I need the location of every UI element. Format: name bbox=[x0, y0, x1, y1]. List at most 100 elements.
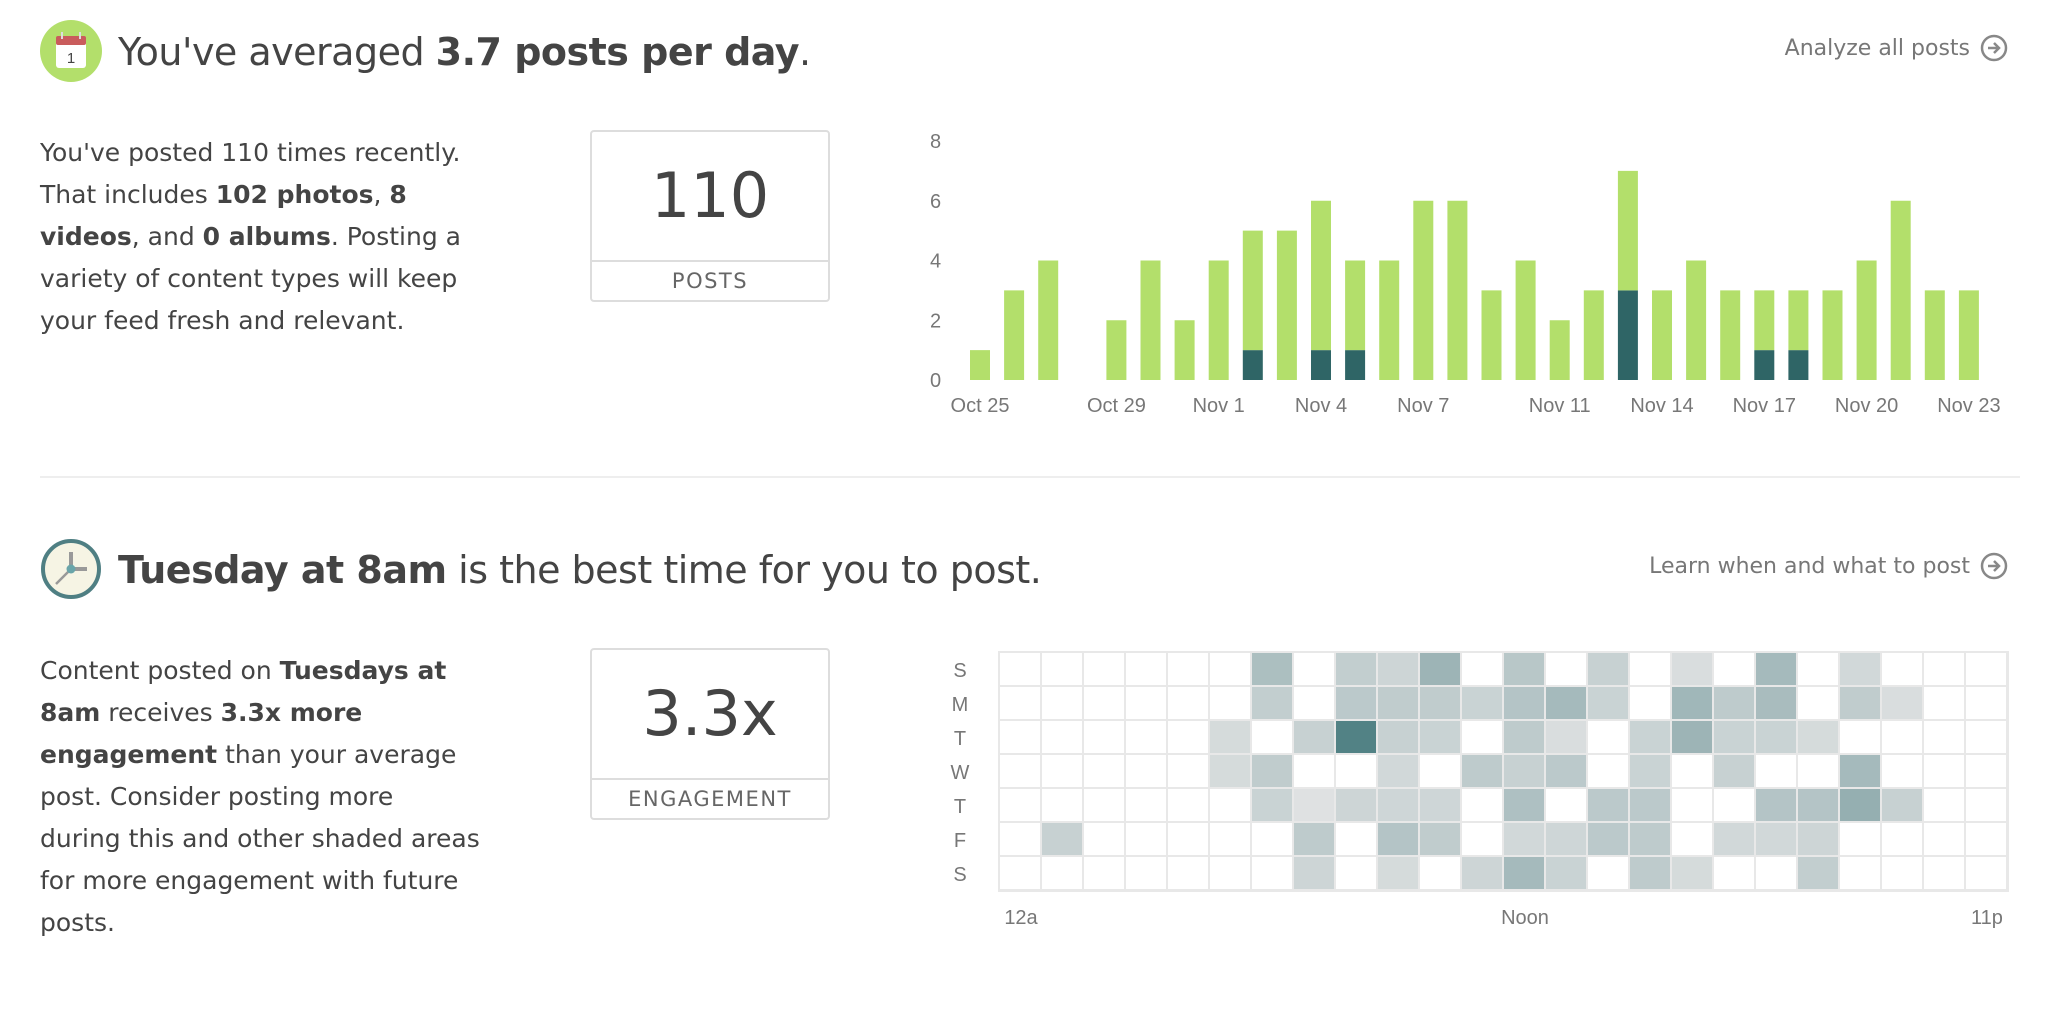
heatmap-cell bbox=[1168, 789, 1208, 821]
bar-photos bbox=[1447, 200, 1468, 380]
text-segment: , bbox=[373, 180, 390, 209]
heatmap-cell bbox=[1630, 721, 1670, 753]
heatmap-cell bbox=[1798, 857, 1838, 889]
heatmap-cell bbox=[1462, 823, 1502, 855]
day-label: T bbox=[954, 796, 966, 818]
heatmap-cell bbox=[1756, 755, 1796, 787]
heatmap-cell bbox=[1084, 823, 1124, 855]
heatmap-cell bbox=[1294, 823, 1334, 855]
heatmap-cell bbox=[1378, 789, 1418, 821]
heatmap-cell bbox=[1714, 755, 1754, 787]
text-segment: receives bbox=[100, 698, 221, 727]
hour-label: Noon bbox=[1501, 907, 1549, 929]
calendar-day: 1 bbox=[67, 50, 75, 67]
bar-photos bbox=[1617, 170, 1638, 291]
heatmap-cell bbox=[1420, 653, 1460, 685]
heatmap-cell bbox=[1336, 653, 1376, 685]
x-tick-label: Oct 25 bbox=[951, 395, 1010, 417]
heatmap-cell bbox=[1924, 789, 1964, 821]
heatmap-cell bbox=[1966, 721, 2006, 753]
heatmap-cell bbox=[1672, 687, 1712, 719]
heatmap-cell bbox=[1210, 789, 1250, 821]
heatmap-cell bbox=[1840, 687, 1880, 719]
heatmap-cell bbox=[1504, 823, 1544, 855]
heatmap-cell bbox=[1924, 755, 1964, 787]
heatmap-cell bbox=[1168, 823, 1208, 855]
heatmap-cell bbox=[1000, 755, 1040, 787]
heatmap-cell bbox=[1840, 755, 1880, 787]
emphasis-text: 102 photos bbox=[215, 180, 374, 209]
heatmap-cell bbox=[1672, 857, 1712, 889]
heatmap-cell bbox=[1756, 687, 1796, 719]
day-label: W bbox=[951, 762, 970, 784]
heatmap-cell bbox=[1378, 687, 1418, 719]
bar-photos bbox=[1924, 290, 1945, 380]
posts-stat-box: 110 POSTS bbox=[590, 130, 830, 302]
heatmap-cell bbox=[1420, 687, 1460, 719]
heatmap-cell bbox=[1882, 653, 1922, 685]
heatmap-cell bbox=[1294, 755, 1334, 787]
bar-photos bbox=[1174, 320, 1195, 380]
emphasis-text: 3.3x more engagement bbox=[40, 698, 363, 769]
x-tick-label: Nov 11 bbox=[1529, 395, 1591, 417]
section-divider bbox=[40, 476, 2020, 478]
x-tick-label: Oct 29 bbox=[1087, 395, 1146, 417]
heatmap-cell bbox=[1966, 823, 2006, 855]
heatmap-cell bbox=[1588, 755, 1628, 787]
heatmap-cell bbox=[1210, 857, 1250, 889]
heatmap-cell bbox=[1504, 789, 1544, 821]
engagement-label: ENGAGEMENT bbox=[628, 787, 792, 811]
heatmap-cell bbox=[1042, 653, 1082, 685]
heatmap-cell bbox=[1462, 857, 1502, 889]
day-label: S bbox=[953, 660, 966, 682]
best-time-summary-text: Content posted on Tuesdays at 8am receiv… bbox=[40, 650, 480, 944]
bar-photos bbox=[1890, 200, 1911, 380]
bar-videos bbox=[1754, 350, 1775, 380]
posts-per-day-bar-chart: 0 2 4 6 8 Oct 25 Oct 29 Nov 1 Nov 4 Nov 7 Nov 11 No… bbox=[930, 131, 2001, 417]
heatmap-cell bbox=[1126, 721, 1166, 753]
heatmap-cell bbox=[1000, 653, 1040, 685]
heatmap-cell bbox=[1840, 653, 1880, 685]
heatmap-cell bbox=[1546, 857, 1586, 889]
heatmap-cell bbox=[1924, 857, 1964, 889]
bar-photos bbox=[1242, 230, 1263, 351]
heatmap-cell bbox=[1546, 687, 1586, 719]
heatmap-cell bbox=[1546, 789, 1586, 821]
heatmap-cell bbox=[1336, 721, 1376, 753]
x-tick-label: Nov 20 bbox=[1835, 395, 1898, 417]
heatmap-cell bbox=[1378, 857, 1418, 889]
heatmap-cell bbox=[1798, 653, 1838, 685]
heatmap-cell bbox=[1672, 653, 1712, 685]
heatmap-cell bbox=[1042, 755, 1082, 787]
heatmap-cell bbox=[1126, 755, 1166, 787]
heatmap-cell bbox=[1714, 857, 1754, 889]
heatmap-cell bbox=[1588, 823, 1628, 855]
learn-when-to-post-label: Learn when and what to post bbox=[1649, 553, 1970, 579]
bar-videos bbox=[1311, 350, 1331, 380]
heatmap-cell bbox=[1000, 823, 1040, 855]
heatmap-cell bbox=[1336, 687, 1376, 719]
heatmap-cell bbox=[1042, 687, 1082, 719]
heatmap-cell bbox=[1084, 755, 1124, 787]
learn-when-to-post-link[interactable]: Learn when and what to post bbox=[1649, 552, 2008, 580]
heatmap-cell bbox=[1168, 857, 1208, 889]
heatmap-cell bbox=[1798, 823, 1838, 855]
bar-photos bbox=[1140, 260, 1161, 380]
bar-photos bbox=[1652, 290, 1672, 380]
bar-photos bbox=[970, 350, 990, 380]
x-tick-label: Nov 7 bbox=[1397, 395, 1449, 417]
bar-photos bbox=[1686, 260, 1707, 380]
heatmap-cell bbox=[1294, 653, 1334, 685]
day-label: M bbox=[952, 694, 969, 716]
heatmap-cell bbox=[1000, 789, 1040, 821]
heatmap-cell bbox=[1504, 755, 1544, 787]
heatmap-cell bbox=[1630, 823, 1670, 855]
heatmap-cell bbox=[1294, 687, 1334, 719]
heatmap-cell bbox=[1168, 721, 1208, 753]
analyze-all-posts-link[interactable]: Analyze all posts bbox=[1785, 34, 2008, 62]
heatmap-cell bbox=[1966, 653, 2006, 685]
heatmap-cell bbox=[1294, 721, 1334, 753]
heatmap-cell bbox=[1462, 721, 1502, 753]
heatmap-cell bbox=[1588, 721, 1628, 753]
heatmap-cell bbox=[1882, 857, 1922, 889]
